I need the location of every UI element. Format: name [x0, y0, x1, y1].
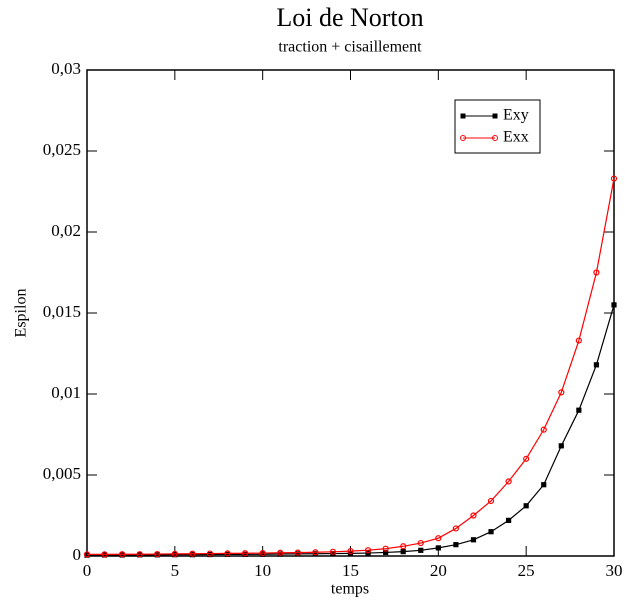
legend-label: Exx [503, 129, 529, 146]
x-tick-label: 0 [83, 561, 92, 580]
data-point [435, 535, 442, 542]
data-point [417, 539, 424, 547]
data-point [488, 529, 494, 535]
data-point [453, 542, 459, 548]
data-point [576, 407, 582, 413]
y-tick-label: 0,025 [43, 140, 81, 159]
y-tick-label: 0,015 [43, 302, 81, 321]
y-tick-label: 0,03 [51, 59, 81, 78]
data-point [418, 547, 424, 553]
data-point [452, 525, 459, 532]
data-point [242, 550, 249, 557]
x-tick-label: 15 [342, 561, 359, 580]
legend-marker [460, 135, 466, 141]
legend-marker [492, 113, 498, 119]
data-point [329, 548, 337, 555]
data-point [364, 547, 372, 554]
data-point [541, 482, 547, 488]
legend-box [454, 99, 541, 154]
data-point [575, 337, 582, 344]
data-point [347, 548, 354, 555]
data-point [558, 389, 565, 396]
data-point [435, 545, 441, 551]
data-point [505, 478, 512, 485]
data-point [610, 175, 618, 182]
y-axis-label: Espilon [13, 289, 30, 338]
data-point [224, 550, 231, 557]
data-point [523, 455, 530, 462]
data-point [154, 550, 161, 558]
data-point [470, 512, 477, 519]
data-point [294, 549, 301, 556]
chart-title: Loi de Norton [276, 3, 423, 32]
data-point [83, 551, 91, 558]
y-tick-label: 0,005 [43, 464, 81, 483]
data-point [101, 551, 108, 558]
x-tick-label: 20 [430, 561, 447, 580]
data-point [506, 517, 512, 523]
data-point [312, 549, 319, 556]
data-point [171, 550, 178, 557]
data-point [558, 443, 564, 449]
data-point [259, 549, 266, 557]
data-point [540, 426, 547, 433]
data-point [523, 503, 529, 509]
y-tick-label: 0,02 [51, 221, 81, 240]
data-point [487, 497, 495, 505]
x-axis-label: temps [331, 581, 369, 598]
x-tick-label: 5 [171, 561, 180, 580]
series-line [86, 304, 615, 556]
legend-marker [492, 135, 498, 141]
x-tick-label: 10 [254, 561, 271, 580]
data-point [136, 551, 143, 558]
data-point [611, 302, 617, 308]
chart-subtitle: traction + cisaillement [278, 39, 422, 56]
data-point [277, 549, 284, 556]
y-tick-label: 0,01 [51, 383, 81, 402]
y-tick-label: 0 [73, 545, 82, 564]
data-point [470, 537, 477, 543]
legend-label: Exy [503, 107, 529, 124]
data-point [206, 550, 214, 557]
data-point [189, 550, 196, 557]
data-point [400, 543, 407, 550]
x-tick-label: 30 [606, 561, 623, 580]
x-tick-label: 25 [518, 561, 535, 580]
legend-marker [460, 113, 466, 119]
data-point [383, 549, 389, 556]
data-point [119, 551, 126, 558]
data-point [382, 545, 389, 552]
data-point [400, 549, 406, 555]
data-point [593, 269, 600, 276]
series-line [87, 178, 615, 555]
data-point [593, 362, 600, 368]
